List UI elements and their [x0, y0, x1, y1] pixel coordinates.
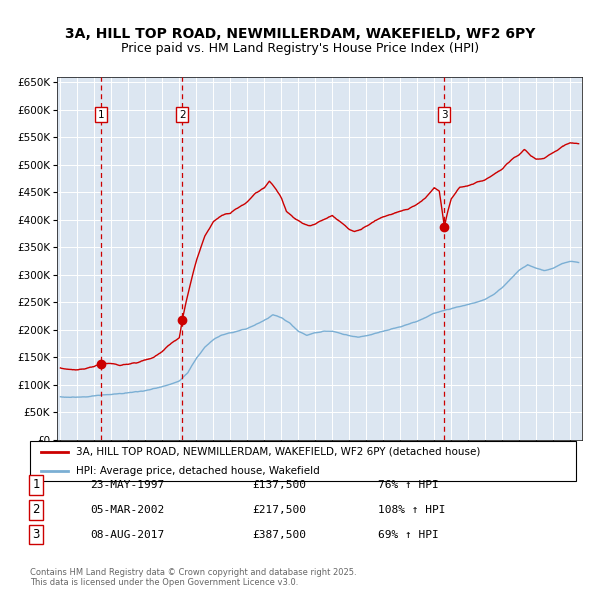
- Text: 23-MAY-1997: 23-MAY-1997: [90, 480, 164, 490]
- Text: £137,500: £137,500: [252, 480, 306, 490]
- Text: 3: 3: [441, 110, 448, 120]
- Text: 1: 1: [98, 110, 104, 120]
- Text: 1: 1: [32, 478, 40, 491]
- Text: 3A, HILL TOP ROAD, NEWMILLERDAM, WAKEFIELD, WF2 6PY: 3A, HILL TOP ROAD, NEWMILLERDAM, WAKEFIE…: [65, 27, 535, 41]
- Text: 3A, HILL TOP ROAD, NEWMILLERDAM, WAKEFIELD, WF2 6PY (detached house): 3A, HILL TOP ROAD, NEWMILLERDAM, WAKEFIE…: [76, 447, 481, 457]
- Text: 3: 3: [32, 528, 40, 541]
- Text: 05-MAR-2002: 05-MAR-2002: [90, 505, 164, 514]
- Text: 108% ↑ HPI: 108% ↑ HPI: [378, 505, 445, 514]
- Text: 69% ↑ HPI: 69% ↑ HPI: [378, 530, 439, 539]
- Text: 2: 2: [179, 110, 185, 120]
- Text: 2: 2: [32, 503, 40, 516]
- Text: Price paid vs. HM Land Registry's House Price Index (HPI): Price paid vs. HM Land Registry's House …: [121, 42, 479, 55]
- Text: £387,500: £387,500: [252, 530, 306, 539]
- Text: 08-AUG-2017: 08-AUG-2017: [90, 530, 164, 539]
- Text: Contains HM Land Registry data © Crown copyright and database right 2025.
This d: Contains HM Land Registry data © Crown c…: [30, 568, 356, 587]
- Text: £217,500: £217,500: [252, 505, 306, 514]
- Text: HPI: Average price, detached house, Wakefield: HPI: Average price, detached house, Wake…: [76, 466, 320, 476]
- FancyBboxPatch shape: [30, 441, 576, 481]
- Text: 76% ↑ HPI: 76% ↑ HPI: [378, 480, 439, 490]
